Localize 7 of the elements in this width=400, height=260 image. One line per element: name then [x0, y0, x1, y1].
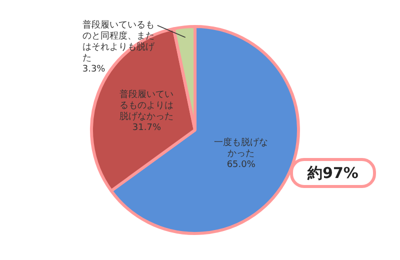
data-label: 31.7% — [132, 123, 162, 134]
data-label: 3.3% — [82, 64, 106, 75]
data-label: 65.0% — [226, 160, 256, 170]
speech-bubble: 約97% — [290, 158, 376, 188]
slice-label: 普段履いているものよりは脱げなかった — [120, 89, 174, 122]
slice-label: 一度も脱げなかった — [214, 136, 268, 159]
slice-label: 普段履いているものと同程度、またはそれよりも脱げた — [82, 20, 156, 64]
